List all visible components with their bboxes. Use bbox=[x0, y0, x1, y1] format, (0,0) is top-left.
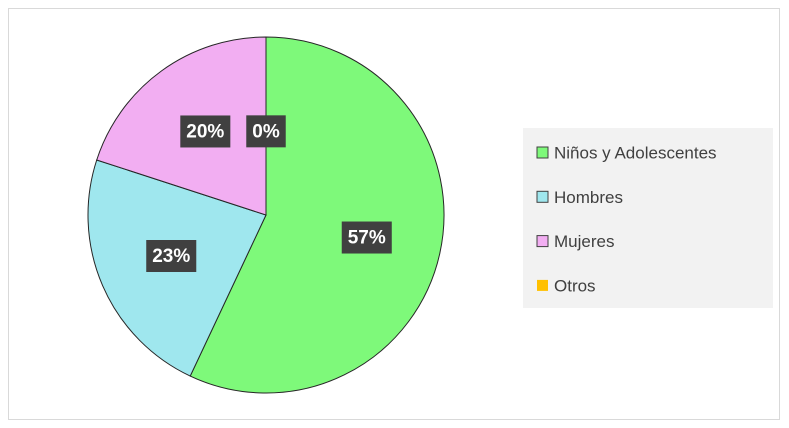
legend-swatch bbox=[537, 279, 548, 291]
pie-slice bbox=[189, 36, 445, 394]
data-label: 23% bbox=[152, 246, 190, 267]
data-label: 0% bbox=[252, 121, 280, 142]
legend-label: Hombres bbox=[554, 188, 623, 207]
data-label: 57% bbox=[348, 228, 386, 249]
legend-label: Mujeres bbox=[554, 232, 614, 251]
data-label-bg bbox=[180, 115, 231, 148]
legend-box bbox=[523, 128, 773, 308]
legend-swatch bbox=[536, 235, 549, 248]
data-label-bg bbox=[341, 221, 392, 254]
legend-swatch bbox=[536, 146, 549, 159]
data-label-bg bbox=[146, 240, 197, 273]
legend-swatch bbox=[536, 190, 549, 203]
legend-label: Niños y Adolescentes bbox=[554, 143, 717, 162]
data-label: 20% bbox=[186, 121, 224, 142]
legend-label: Otros bbox=[554, 276, 596, 295]
data-label-bg bbox=[246, 115, 286, 148]
